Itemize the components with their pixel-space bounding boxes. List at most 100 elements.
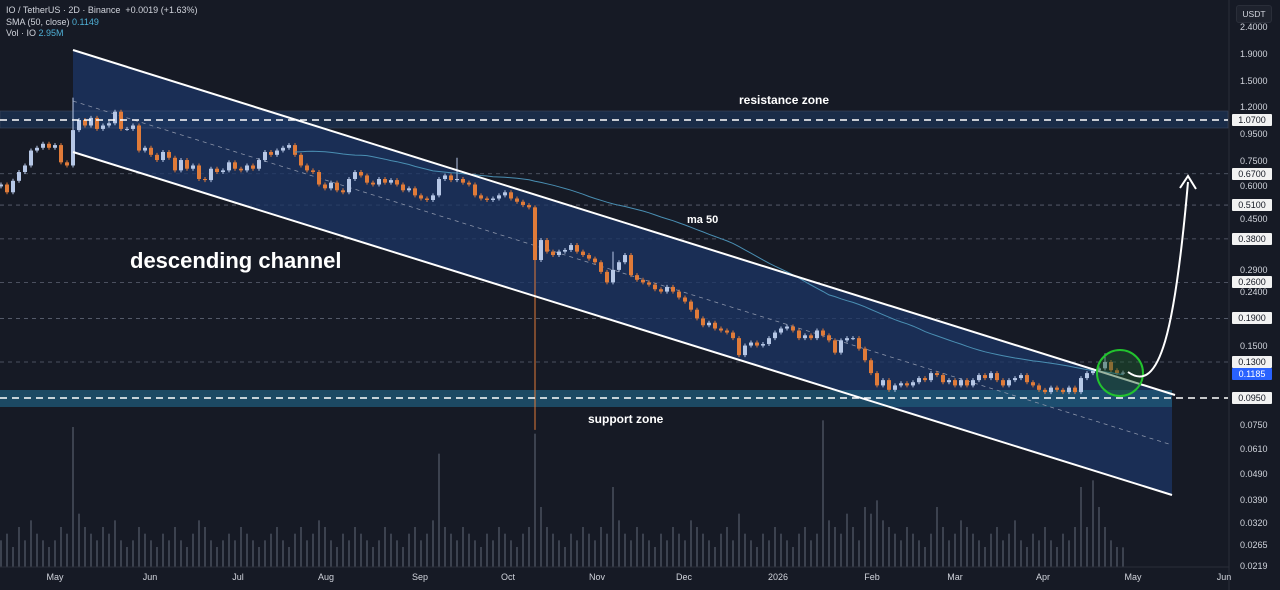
candle[interactable]	[845, 336, 849, 343]
candle[interactable]	[329, 180, 333, 191]
candle[interactable]	[551, 249, 555, 258]
candle[interactable]	[53, 143, 57, 150]
candle[interactable]	[473, 182, 477, 198]
candle[interactable]	[239, 166, 243, 173]
candle[interactable]	[719, 326, 723, 333]
candle[interactable]	[17, 170, 21, 183]
candle[interactable]	[287, 143, 291, 150]
candle[interactable]	[425, 196, 429, 203]
candle[interactable]	[1001, 378, 1005, 388]
candle[interactable]	[161, 149, 165, 163]
candle[interactable]	[335, 180, 339, 193]
candle[interactable]	[731, 330, 735, 341]
candle[interactable]	[461, 177, 465, 185]
candle[interactable]	[851, 336, 855, 341]
candle[interactable]	[953, 378, 957, 388]
candle[interactable]	[1055, 385, 1059, 392]
candle[interactable]	[95, 115, 99, 131]
candle[interactable]	[527, 203, 531, 210]
candle[interactable]	[407, 186, 411, 193]
candle[interactable]	[1079, 376, 1083, 395]
candle[interactable]	[665, 284, 669, 294]
candle[interactable]	[947, 378, 951, 385]
candle[interactable]	[107, 121, 111, 128]
candle[interactable]	[689, 299, 693, 312]
candle[interactable]	[1049, 385, 1053, 395]
candle[interactable]	[899, 381, 903, 388]
candle[interactable]	[977, 373, 981, 383]
candle[interactable]	[311, 168, 315, 175]
candle[interactable]	[371, 180, 375, 187]
candle[interactable]	[809, 333, 813, 341]
candle[interactable]	[47, 141, 51, 150]
candle[interactable]	[275, 148, 279, 157]
candle[interactable]	[935, 371, 939, 378]
candle[interactable]	[785, 324, 789, 331]
candle[interactable]	[755, 340, 759, 348]
candle[interactable]	[1043, 387, 1047, 395]
candle[interactable]	[281, 145, 285, 153]
candle[interactable]	[167, 149, 171, 160]
candle[interactable]	[959, 378, 963, 388]
candle[interactable]	[449, 173, 453, 183]
candle[interactable]	[1031, 380, 1035, 388]
candle[interactable]	[0, 182, 3, 189]
candle[interactable]	[299, 152, 303, 168]
candle[interactable]	[203, 177, 207, 183]
candle[interactable]	[803, 333, 807, 341]
candle[interactable]	[545, 238, 549, 254]
candle[interactable]	[761, 342, 765, 348]
candle[interactable]	[317, 170, 321, 187]
candle[interactable]	[623, 253, 627, 265]
candle[interactable]	[779, 326, 783, 335]
candle[interactable]	[827, 333, 831, 343]
candle[interactable]	[155, 152, 159, 163]
candle[interactable]	[629, 253, 633, 278]
candle[interactable]	[251, 163, 255, 171]
candle[interactable]	[1067, 385, 1071, 395]
candle[interactable]	[1019, 373, 1023, 381]
candle[interactable]	[593, 256, 597, 265]
candle[interactable]	[857, 336, 861, 351]
candle[interactable]	[113, 109, 117, 126]
candle[interactable]	[185, 158, 189, 171]
candle[interactable]	[179, 158, 183, 173]
candle[interactable]	[437, 177, 441, 198]
candle[interactable]	[71, 97, 75, 168]
candle[interactable]	[89, 115, 93, 128]
candle[interactable]	[29, 148, 33, 168]
candle[interactable]	[767, 336, 771, 347]
candle[interactable]	[11, 178, 15, 195]
candle[interactable]	[143, 145, 147, 153]
candle[interactable]	[647, 280, 651, 287]
candle[interactable]	[479, 193, 483, 201]
candle[interactable]	[887, 378, 891, 392]
candle[interactable]	[569, 243, 573, 252]
candle[interactable]	[659, 287, 663, 294]
candle[interactable]	[587, 253, 591, 261]
candle[interactable]	[197, 163, 201, 182]
candle[interactable]	[413, 186, 417, 198]
candle[interactable]	[941, 373, 945, 385]
candle[interactable]	[749, 340, 753, 348]
candle[interactable]	[149, 145, 153, 157]
candle[interactable]	[389, 178, 393, 185]
candle[interactable]	[791, 324, 795, 333]
candle[interactable]	[395, 178, 399, 187]
candle[interactable]	[101, 123, 105, 131]
candle[interactable]	[305, 163, 309, 173]
candle[interactable]	[575, 243, 579, 254]
candle[interactable]	[581, 249, 585, 258]
candle[interactable]	[653, 282, 657, 292]
candle[interactable]	[743, 343, 747, 358]
candle[interactable]	[1013, 376, 1017, 383]
candle[interactable]	[497, 193, 501, 201]
candle[interactable]	[485, 196, 489, 203]
candle[interactable]	[995, 371, 999, 383]
candle[interactable]	[611, 251, 615, 285]
candle[interactable]	[683, 295, 687, 304]
candle[interactable]	[515, 196, 519, 204]
candle[interactable]	[365, 173, 369, 185]
candle[interactable]	[215, 166, 219, 175]
